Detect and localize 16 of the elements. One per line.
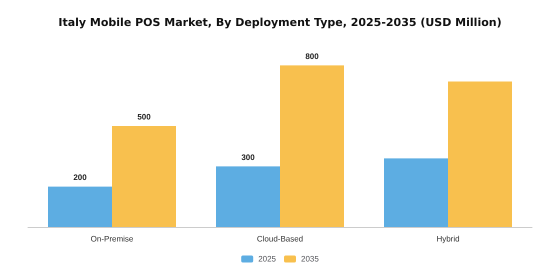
chart-title: Italy Mobile POS Market, By Deployment Type, 2025-2035 (USD Million) <box>58 16 502 29</box>
legend-label: 2025 <box>258 254 277 264</box>
bar <box>48 186 112 227</box>
bar <box>112 126 176 227</box>
x-tick-label: Cloud-Based <box>256 234 304 244</box>
bar <box>384 158 448 227</box>
x-tick-label: On-Premise <box>90 234 134 244</box>
bar <box>448 82 512 227</box>
data-label: 200 <box>73 173 88 182</box>
x-tick-label: Hybrid <box>436 234 460 244</box>
bar <box>216 166 280 227</box>
data-label: 800 <box>305 52 320 61</box>
bar <box>280 65 344 227</box>
legend-label: 2035 <box>301 254 320 264</box>
data-label: 500 <box>137 112 152 122</box>
data-label: 300 <box>241 152 256 162</box>
